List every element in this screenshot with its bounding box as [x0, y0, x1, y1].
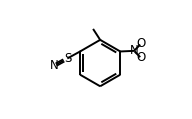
Text: O: O [136, 51, 146, 64]
Text: N: N [50, 59, 59, 72]
Text: O: O [136, 37, 146, 50]
Text: N: N [130, 44, 138, 57]
Text: S: S [65, 52, 72, 64]
